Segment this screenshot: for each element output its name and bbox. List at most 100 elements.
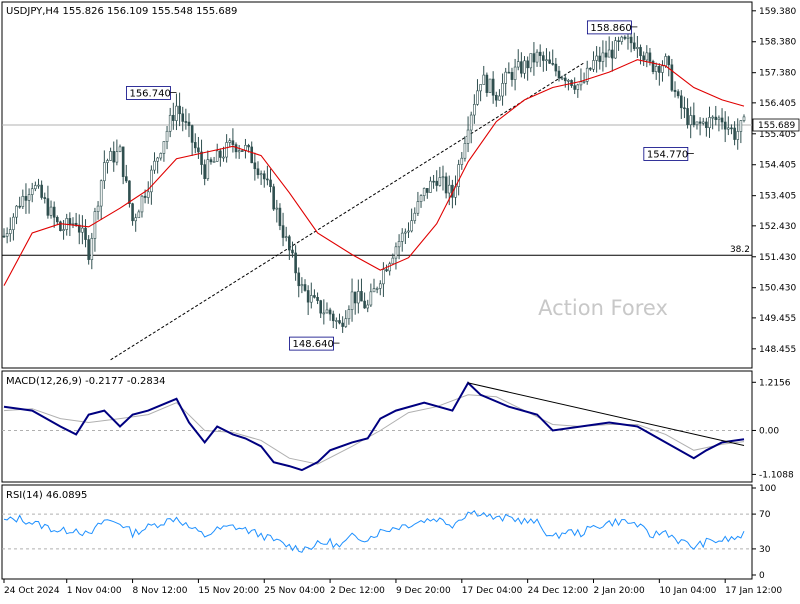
candle	[309, 282, 313, 309]
macd-axis: 1.2156 0.00 -1.1088	[752, 378, 794, 480]
time-tick-label: 25 Nov 04:00	[264, 586, 325, 596]
candle	[670, 58, 674, 92]
candle	[447, 175, 451, 206]
candle	[300, 277, 304, 294]
candle	[212, 156, 216, 163]
price-axis: 159.380 158.380 157.380 156.405 155.405 154.4…	[752, 7, 796, 355]
candle	[391, 253, 395, 266]
candle	[623, 35, 627, 41]
candle	[589, 67, 592, 72]
price-panel: 159.380 158.380 157.380 156.405 155.405 154.4…	[1, 1, 800, 369]
price-annotation: 148.640	[289, 336, 340, 351]
candle	[341, 316, 344, 333]
candle	[708, 106, 711, 138]
candle	[43, 192, 47, 204]
time-tick-label: 17 Jan 12:00	[725, 586, 782, 596]
candles	[2, 25, 746, 333]
candle	[614, 36, 617, 59]
candle	[698, 117, 702, 136]
candle	[347, 305, 351, 325]
watermark: Action Forex	[538, 296, 668, 320]
candle	[601, 40, 605, 72]
candle	[701, 117, 705, 126]
candle	[284, 226, 288, 242]
price-tick-label: 154.405	[759, 161, 796, 171]
candle	[8, 217, 12, 242]
candle	[178, 92, 181, 127]
candle	[595, 46, 598, 73]
candle	[225, 134, 228, 163]
candle	[397, 234, 401, 260]
price-trendline	[110, 62, 585, 361]
candle	[498, 89, 501, 101]
candle	[353, 291, 357, 315]
rsi-axis: 100 70 30 0	[752, 484, 776, 581]
candle	[291, 241, 294, 258]
candle	[372, 278, 376, 293]
candle	[617, 36, 620, 51]
price-tick-label: 150.430	[759, 284, 796, 294]
price-annotation: 156.740	[126, 86, 177, 100]
candle	[422, 187, 426, 202]
candle	[736, 118, 740, 150]
candle	[259, 170, 263, 185]
candle	[206, 150, 210, 181]
candle	[81, 215, 84, 245]
time-tick-label: 24 Dec 12:00	[528, 586, 589, 596]
candle	[457, 159, 460, 196]
price-tick-label: 149.455	[759, 314, 796, 324]
candle	[322, 299, 326, 325]
candle	[190, 124, 194, 156]
candle	[504, 67, 507, 96]
candle	[375, 286, 379, 294]
candle	[479, 84, 482, 102]
candle	[730, 124, 733, 135]
candle	[77, 214, 81, 245]
rsi-panel-title: RSI(14) 46.0895	[6, 490, 87, 501]
candle	[679, 90, 683, 119]
candle	[338, 313, 341, 325]
candle	[642, 51, 645, 66]
candle	[676, 89, 680, 99]
candle	[404, 228, 407, 245]
candle	[429, 176, 432, 193]
candle	[611, 41, 614, 72]
candle	[485, 72, 489, 97]
candle	[554, 57, 558, 77]
candle	[30, 182, 34, 203]
macd-panel-frame	[1, 370, 753, 483]
candle	[520, 52, 523, 78]
current-price-tag-text: 155.689	[758, 121, 795, 131]
time-tick-label: 17 Dec 04:00	[462, 586, 523, 596]
candle	[551, 49, 555, 66]
candle	[689, 106, 692, 139]
candle	[407, 222, 410, 239]
candle	[463, 136, 467, 162]
candle	[266, 165, 269, 186]
candle	[52, 201, 56, 228]
candle	[378, 280, 382, 296]
candle	[112, 141, 116, 172]
candle	[128, 180, 131, 208]
candle	[673, 81, 677, 98]
candle	[118, 144, 122, 153]
candle	[476, 79, 479, 106]
candle	[99, 179, 103, 220]
price-tick-label: 159.380	[759, 7, 796, 17]
candle	[96, 201, 100, 220]
time-tick-label: 2 Jan 20:00	[593, 586, 645, 596]
candle	[159, 152, 163, 161]
annotation-label: 148.640	[293, 339, 334, 350]
candle	[419, 194, 423, 208]
price-annotations: 156.740 148.640 158.860 154.770	[126, 20, 694, 351]
macd-tick-label: 0.00	[759, 426, 779, 436]
candle	[215, 143, 219, 162]
candle	[5, 227, 9, 244]
candle	[288, 234, 291, 260]
candle	[435, 170, 439, 192]
candle	[658, 63, 661, 86]
candle	[62, 220, 65, 240]
candle	[316, 292, 319, 305]
candle	[303, 279, 307, 292]
candle	[319, 299, 322, 319]
